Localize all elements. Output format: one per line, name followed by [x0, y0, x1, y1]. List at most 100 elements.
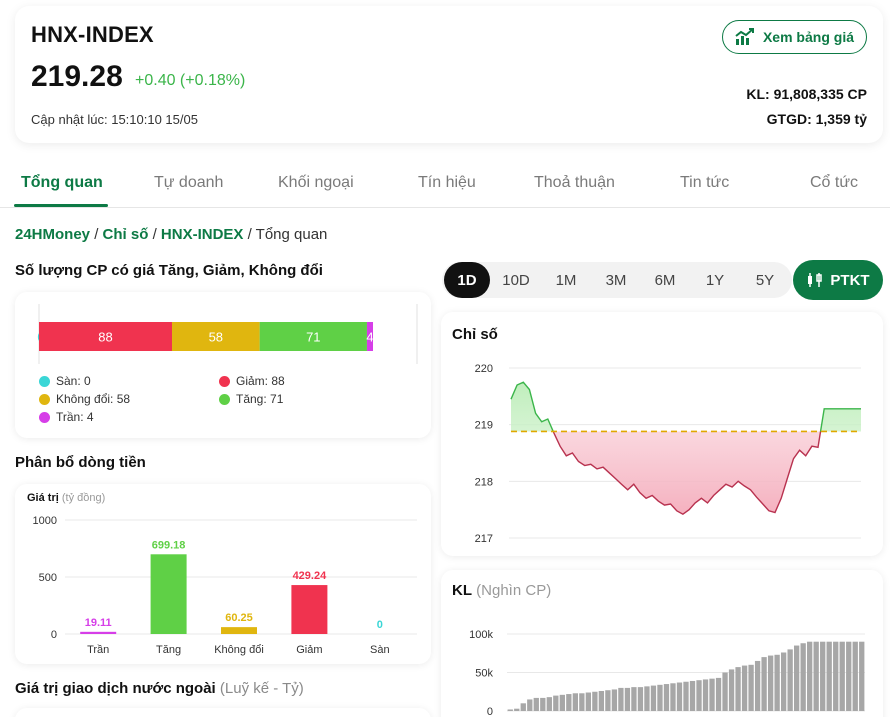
volume-ytick: 0	[487, 706, 493, 717]
range-6m[interactable]: 6M	[654, 271, 676, 289]
range-selector: 1D 10D 1M 3M 6M 1Y 5Y	[442, 262, 792, 298]
legend-down: Giảm: 88	[219, 374, 285, 388]
volume-chart-card: KL (Nghìn CP) 0 50k 100k	[441, 570, 883, 717]
price-table-button[interactable]: Xem bảng giá	[721, 20, 867, 54]
value-total: GTGD: 1,359 tỷ	[766, 111, 867, 127]
breadth-label-3: 71	[306, 330, 320, 345]
volume-bar	[644, 686, 650, 711]
index-line-down	[552, 431, 822, 516]
volume-bar	[800, 643, 806, 711]
volume-bar	[598, 690, 605, 711]
volume-bar	[774, 654, 780, 711]
volume-bar	[611, 689, 618, 711]
candlestick-icon	[808, 273, 823, 287]
breadcrumb-current: Tổng quan	[255, 226, 328, 243]
breadth-label-2: 58	[209, 330, 223, 345]
volume-bar	[663, 684, 670, 711]
legend-unchanged-label: Không đổi: 58	[56, 392, 131, 406]
chart-up-icon	[735, 28, 754, 45]
volume-bar	[572, 693, 578, 711]
breadcrumb-home[interactable]: 24HMoney	[15, 226, 91, 243]
breadth-label-4: 4	[366, 330, 373, 345]
range-5y[interactable]: 5Y	[755, 271, 775, 289]
flow-bar-2	[221, 627, 257, 634]
tab-signals[interactable]: Tín hiệu	[418, 174, 476, 191]
volume-bar	[605, 690, 611, 711]
legend-dot	[39, 393, 50, 405]
volume-ytick: 100k	[469, 629, 493, 641]
breadcrumb-separator: /	[94, 226, 99, 243]
index-line-chart: 220 219 218 217	[475, 363, 861, 545]
volume-bar	[780, 652, 787, 711]
tab-foreign[interactable]: Khối ngoại	[278, 174, 354, 191]
tab-overview[interactable]: Tổng quan	[21, 174, 103, 191]
unit-label: Giá trị	[27, 492, 59, 504]
flow-ytick: 500	[39, 572, 57, 584]
legend-floor-label: Sàn: 0	[56, 374, 91, 388]
legend-dot	[219, 375, 230, 387]
range-3m[interactable]: 3M	[605, 271, 627, 289]
volume-ytick: 50k	[475, 668, 493, 680]
foreign-subtitle: (Luỹ kế - Tỷ)	[219, 680, 304, 697]
flow-bar-0	[80, 631, 117, 634]
volume-bar	[839, 641, 845, 711]
breadth-bar-1	[39, 322, 172, 351]
legend-ceiling-label: Trần: 4	[56, 410, 94, 424]
breadcrumb-index[interactable]: HNX-INDEX	[160, 226, 244, 243]
money-flow-chart: 0 500 1000 19.11 Trần 699.18 Tăng 60.25 Không đ…	[33, 515, 417, 656]
tab-negotiated[interactable]: Thoả thuận	[534, 174, 615, 191]
legend-up: Tăng: 71	[219, 392, 283, 406]
volume-bar	[520, 703, 526, 711]
volume-bar-chart: 0 50k 100k	[469, 629, 865, 717]
range-10d[interactable]: 10D	[502, 271, 530, 289]
flow-data-label-4: 0	[377, 619, 383, 631]
breadcrumb-separator: /	[152, 226, 157, 243]
volume-bar	[722, 672, 728, 711]
volume-bar	[533, 697, 539, 711]
range-1m[interactable]: 1M	[555, 271, 577, 289]
breadth-title: Số lượng CP có giá Tăng, Giảm, Không đổi	[15, 262, 323, 279]
flow-ytick: 1000	[33, 515, 57, 527]
volume-bar	[735, 667, 741, 711]
ptkt-button[interactable]: PTKT	[793, 260, 883, 300]
tab-news[interactable]: Tin tức	[680, 174, 730, 191]
flow-category-0: Trần	[87, 644, 109, 656]
volume-bar	[579, 693, 585, 711]
flow-data-label-0: 19.11	[85, 617, 112, 629]
breadth-bar-3	[259, 322, 367, 351]
volume-bar	[833, 641, 839, 711]
volume-title-text: KL	[452, 582, 472, 599]
breadcrumb-separator: /	[247, 226, 252, 243]
volume-bar	[826, 641, 832, 711]
volume-bar	[689, 680, 696, 711]
flow-category-1: Tăng	[156, 644, 181, 656]
volume-bar	[754, 660, 761, 711]
price-table-label: Xem bảng giá	[762, 29, 854, 45]
legend-dot	[39, 375, 50, 387]
volume-bar	[748, 664, 754, 711]
volume-bar	[650, 685, 657, 711]
range-1d[interactable]: 1D	[444, 262, 490, 298]
tab-dividends[interactable]: Cổ tức	[810, 174, 859, 191]
breadth-bar-4	[366, 322, 373, 351]
range-1y[interactable]: 1Y	[705, 271, 725, 289]
breadcrumb-section[interactable]: Chỉ số	[102, 226, 149, 243]
money-flow-title: Phân bổ dòng tiền	[15, 454, 146, 471]
money-flow-unit: Giá trị (tỷ đồng)	[27, 492, 105, 504]
index-ytick: 218	[475, 476, 493, 488]
index-chart-card: Chỉ số 220 219 218 217	[441, 312, 883, 556]
volume-bar	[618, 687, 624, 711]
index-area-down	[511, 431, 861, 515]
index-chart-title: Chỉ số	[452, 326, 498, 343]
volume-bar	[787, 649, 793, 711]
breadth-label-1: 88	[98, 330, 112, 345]
flow-category-2: Không đổi	[214, 644, 264, 656]
volume-bar	[624, 687, 631, 711]
flow-category-4: Sàn	[370, 644, 390, 656]
volume-bar	[761, 657, 767, 711]
index-title: HNX-INDEX	[31, 22, 154, 47]
tab-proprietary[interactable]: Tự doanh	[154, 174, 224, 191]
foreign-card	[15, 708, 431, 717]
flow-category-3: Giảm	[296, 644, 322, 656]
volume-subtitle: (Nghìn CP)	[476, 582, 552, 599]
